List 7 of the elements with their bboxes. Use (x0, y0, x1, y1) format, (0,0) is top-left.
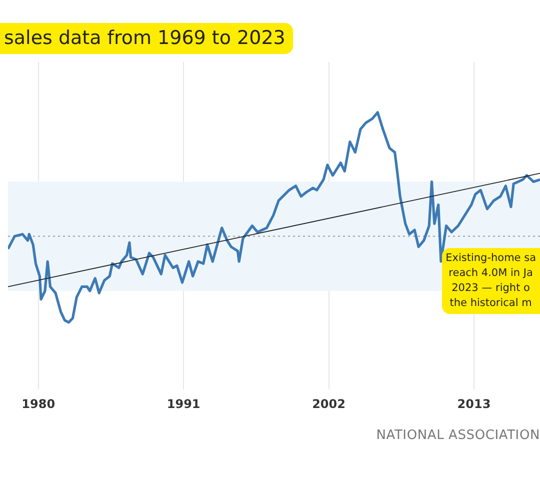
x-tick-label: 1991 (166, 396, 200, 411)
x-tick-label: 2002 (312, 396, 346, 411)
annotation: Existing-home sa reach 4.0M in Ja 2023 — right o the historical m (442, 248, 540, 314)
chart-title: sales data from 1969 to 2023 (0, 23, 294, 54)
text: NATIONAL ASSOCIATION (376, 428, 540, 443)
x-tick-label: 2013 (457, 396, 491, 411)
x-tick-label: 1980 (22, 396, 56, 411)
